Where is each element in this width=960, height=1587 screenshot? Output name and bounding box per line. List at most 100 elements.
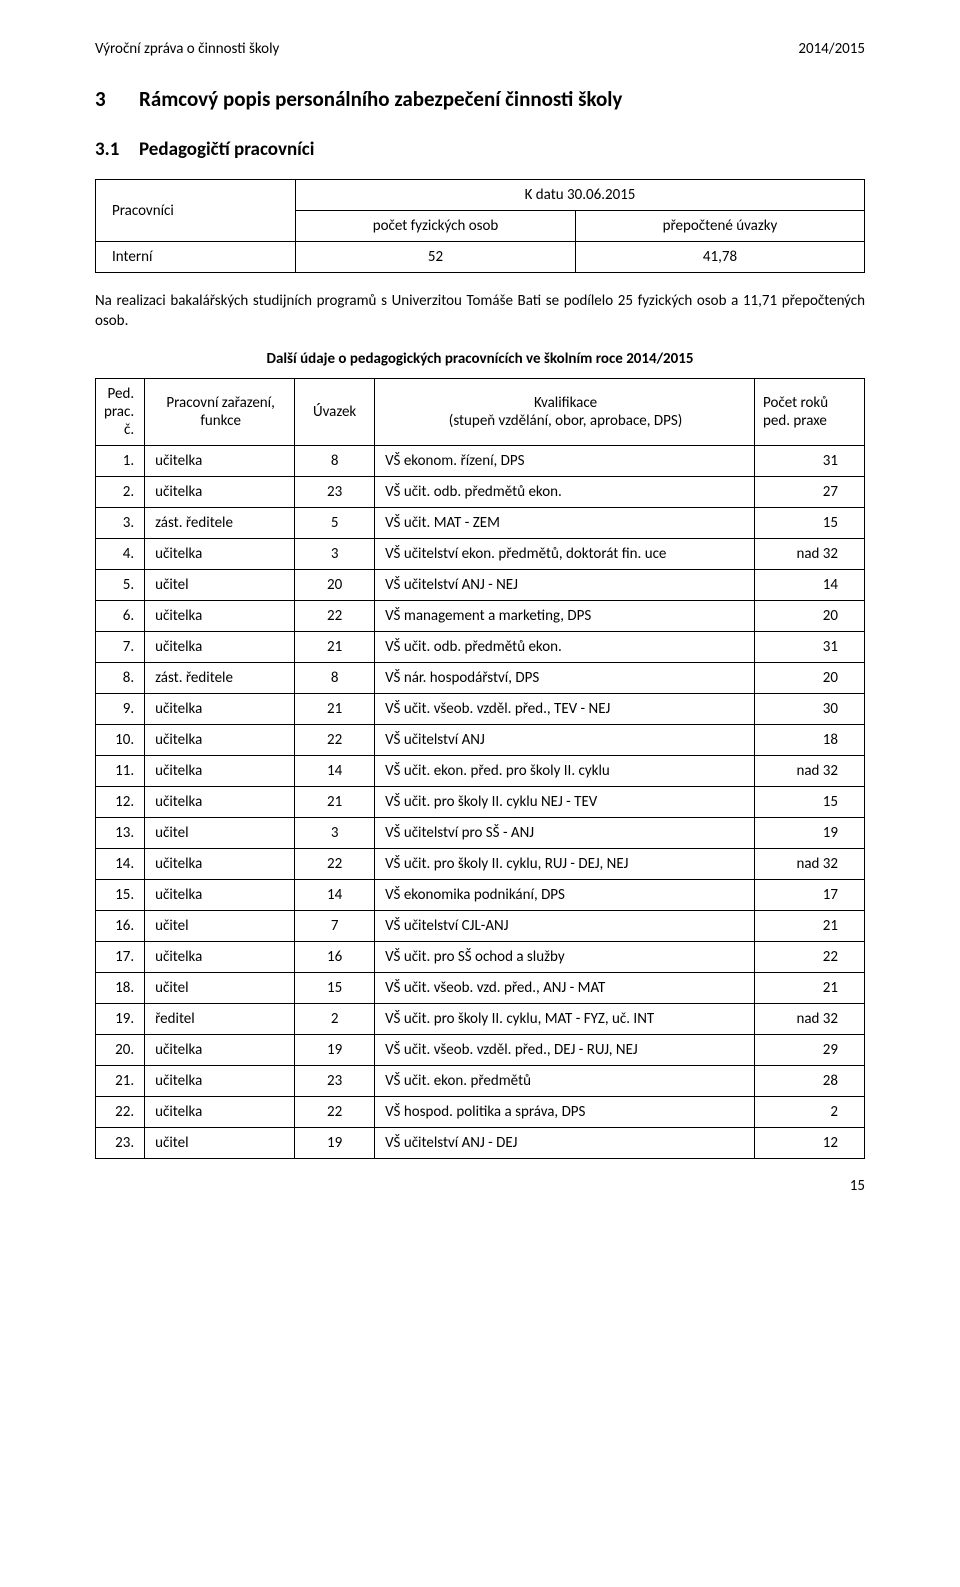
cell-kval: VŠ učit. všeob. vzd. před., ANJ - MAT [375,972,755,1003]
cell-roky: nad 32 [755,538,865,569]
col-header-roky-l2: ped. praxe [763,412,838,430]
cell-kval: VŠ učit. odb. předmětů ekon. [375,631,755,662]
cell-uvazek: 15 [295,972,375,1003]
cell-kval: VŠ učit. všeob. vzděl. před., TEV - NEJ [375,693,755,724]
cell-num: 9. [96,693,145,724]
cell-roky: 27 [755,476,865,507]
cell-num: 17. [96,941,145,972]
cell-func: učitelka [145,538,295,569]
cell-roky: 15 [755,507,865,538]
cell-num: 13. [96,817,145,848]
cell-kval: VŠ učit. odb. předmětů ekon. [375,476,755,507]
cell-kval: VŠ ekonomika podnikání, DPS [375,879,755,910]
summary-cell-4178: 41,78 [576,242,865,273]
table-row: 5.učitel20VŠ učitelství ANJ - NEJ14 [96,569,865,600]
cell-kval: VŠ učitelství ANJ - NEJ [375,569,755,600]
cell-num: 20. [96,1034,145,1065]
cell-roky: 29 [755,1034,865,1065]
heading-1-number: 3 [95,86,139,112]
table-row: 15.učitelka14VŠ ekonomika podnikání, DPS… [96,879,865,910]
table-row: 6.učitelka22VŠ management a marketing, D… [96,600,865,631]
summary-table: Pracovníci K datu 30.06.2015 počet fyzic… [95,179,865,273]
heading-1: 3 Rámcový popis personálního zabezpečení… [95,86,865,112]
cell-func: učitelka [145,879,295,910]
cell-num: 22. [96,1096,145,1127]
cell-uvazek: 22 [295,848,375,879]
cell-num: 3. [96,507,145,538]
cell-num: 10. [96,724,145,755]
paragraph: Na realizaci bakalářských studijních pro… [95,291,865,332]
summary-cell-kdatu: K datu 30.06.2015 [296,180,865,211]
cell-func: učitelka [145,755,295,786]
cell-uvazek: 16 [295,941,375,972]
cell-roky: 28 [755,1065,865,1096]
table-row: 20.učitelka19VŠ učit. všeob. vzděl. před… [96,1034,865,1065]
table-row: 22.učitelka22VŠ hospod. politika a správ… [96,1096,865,1127]
cell-kval: VŠ učit. ekon. před. pro školy II. cyklu [375,755,755,786]
cell-kval: VŠ učit. pro školy II. cyklu, MAT - FYZ,… [375,1003,755,1034]
cell-kval: VŠ učit. pro školy II. cyklu NEJ - TEV [375,786,755,817]
cell-roky: 12 [755,1127,865,1158]
col-header-kval: Kvalifikace (stupeň vzdělání, obor, apro… [375,378,755,445]
cell-kval: VŠ učit. MAT - ZEM [375,507,755,538]
cell-roky: 31 [755,631,865,662]
cell-uvazek: 3 [295,538,375,569]
cell-roky: 2 [755,1096,865,1127]
cell-kval: VŠ učit. ekon. předmětů [375,1065,755,1096]
cell-func: učitelka [145,1034,295,1065]
cell-func: učitel [145,972,295,1003]
cell-roky: nad 32 [755,1003,865,1034]
heading-1-text: Rámcový popis personálního zabezpečení č… [139,86,622,112]
cell-num: 23. [96,1127,145,1158]
table-row: 12.učitelka21VŠ učit. pro školy II. cykl… [96,786,865,817]
cell-uvazek: 23 [295,1065,375,1096]
table-row: 2.učitelka23VŠ učit. odb. předmětů ekon.… [96,476,865,507]
table-row: 13.učitel3VŠ učitelství pro SŠ - ANJ19 [96,817,865,848]
cell-kval: VŠ učit. všeob. vzděl. před., DEJ - RUJ,… [375,1034,755,1065]
cell-roky: 14 [755,569,865,600]
cell-num: 14. [96,848,145,879]
cell-roky: 19 [755,817,865,848]
subheading: Další údaje o pedagogických pracovnících… [95,350,865,368]
col-header-func-l1: Pracovní zařazení, [155,394,286,412]
cell-func: učitel [145,817,295,848]
col-header-func-l2: funkce [155,412,286,430]
cell-kval: VŠ hospod. politika a správa, DPS [375,1096,755,1127]
cell-roky: 22 [755,941,865,972]
cell-uvazek: 14 [295,879,375,910]
cell-func: učitelka [145,600,295,631]
cell-func: zást. ředitele [145,662,295,693]
cell-uvazek: 8 [295,662,375,693]
summary-cell-52: 52 [296,242,576,273]
cell-uvazek: 21 [295,693,375,724]
col-header-ped: Ped. prac. č. [96,378,145,445]
table-row: 18.učitel15VŠ učit. všeob. vzd. před., A… [96,972,865,1003]
cell-kval: VŠ učitelství ANJ - DEJ [375,1127,755,1158]
cell-roky: 30 [755,693,865,724]
cell-num: 21. [96,1065,145,1096]
cell-func: učitelka [145,445,295,476]
cell-uvazek: 2 [295,1003,375,1034]
cell-kval: VŠ učitelství pro SŠ - ANJ [375,817,755,848]
summary-cell-pocet: počet fyzických osob [296,211,576,242]
heading-2: 3.1 Pedagogičtí pracovníci [95,138,865,161]
cell-roky: 18 [755,724,865,755]
cell-num: 4. [96,538,145,569]
col-header-roky: Počet roků ped. praxe [755,378,865,445]
cell-uvazek: 3 [295,817,375,848]
cell-uvazek: 5 [295,507,375,538]
cell-roky: 21 [755,910,865,941]
table-row: 17.učitelka16VŠ učit. pro SŠ ochod a slu… [96,941,865,972]
header-left: Výroční zpráva o činnosti školy [95,40,279,58]
header-right: 2014/2015 [798,40,865,58]
table-row: 19.ředitel2VŠ učit. pro školy II. cyklu,… [96,1003,865,1034]
col-header-uvazek: Úvazek [295,378,375,445]
cell-func: učitelka [145,476,295,507]
table-row: 8.zást. ředitele8VŠ nár. hospodářství, D… [96,662,865,693]
cell-func: učitel [145,910,295,941]
table-row: 7.učitelka21VŠ učit. odb. předmětů ekon.… [96,631,865,662]
cell-uvazek: 21 [295,631,375,662]
col-header-ped-l1: Ped. [104,385,134,403]
cell-roky: 15 [755,786,865,817]
cell-roky: 31 [755,445,865,476]
